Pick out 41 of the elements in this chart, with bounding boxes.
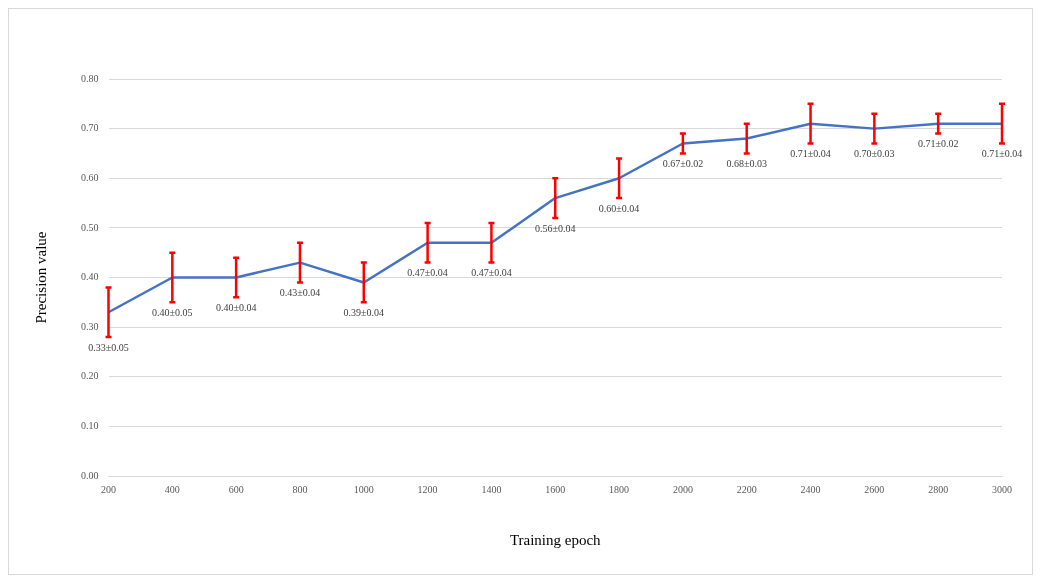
x-tick-label: 400 bbox=[164, 483, 180, 495]
data-label: 0.43±0.04 bbox=[279, 287, 321, 299]
data-label: 0.71±0.04 bbox=[981, 148, 1023, 160]
data-label: 0.47±0.04 bbox=[471, 267, 512, 279]
y-tick-label: 0.10 bbox=[81, 420, 99, 431]
y-tick-label: 0.70 bbox=[81, 122, 99, 134]
x-tick-label: 1000 bbox=[353, 483, 374, 495]
data-label: 0.39±0.04 bbox=[343, 306, 385, 318]
x-tick-label: 200 bbox=[101, 483, 116, 495]
x-tick-label: 1200 bbox=[417, 483, 438, 495]
data-label: 0.56±0.04 bbox=[535, 222, 576, 234]
data-label: 0.68±0.03 bbox=[726, 158, 767, 170]
data-label: 0.40±0.05 bbox=[152, 306, 193, 318]
data-label: 0.60±0.04 bbox=[598, 202, 640, 214]
x-tick-label: 2600 bbox=[864, 483, 885, 495]
data-label: 0.67±0.02 bbox=[662, 158, 704, 170]
x-tick-label: 600 bbox=[228, 483, 244, 495]
y-tick-label: 0.30 bbox=[81, 320, 99, 332]
data-label: 0.71±0.04 bbox=[790, 148, 831, 160]
x-tick-label: 1600 bbox=[545, 483, 566, 495]
y-tick-label: 0.00 bbox=[81, 469, 99, 481]
x-tick-label: 1800 bbox=[609, 483, 630, 495]
data-label: 0.70±0.03 bbox=[854, 148, 895, 160]
y-tick-label: 0.50 bbox=[81, 221, 99, 233]
x-tick-label: 2800 bbox=[928, 483, 949, 495]
x-tick-label: 3000 bbox=[992, 483, 1012, 495]
y-tick-label: 0.20 bbox=[81, 370, 99, 382]
data-label: 0.40±0.04 bbox=[215, 301, 257, 313]
x-tick-label: 1400 bbox=[481, 483, 502, 495]
y-axis-title: Precision value bbox=[32, 231, 49, 324]
data-label: 0.47±0.04 bbox=[407, 267, 448, 279]
x-tick-label: 2400 bbox=[800, 483, 821, 495]
y-tick-label: 0.80 bbox=[81, 72, 99, 84]
x-axis-title: Training epoch bbox=[509, 531, 602, 548]
x-tick-label: 2200 bbox=[736, 483, 757, 495]
y-tick-label: 0.60 bbox=[81, 171, 99, 183]
data-label: 0.71±0.02 bbox=[917, 138, 959, 150]
x-tick-label: 2000 bbox=[672, 483, 693, 495]
data-label: 0.33±0.05 bbox=[88, 341, 129, 353]
x-tick-label: 800 bbox=[292, 483, 308, 495]
y-tick-label: 0.40 bbox=[81, 271, 99, 283]
